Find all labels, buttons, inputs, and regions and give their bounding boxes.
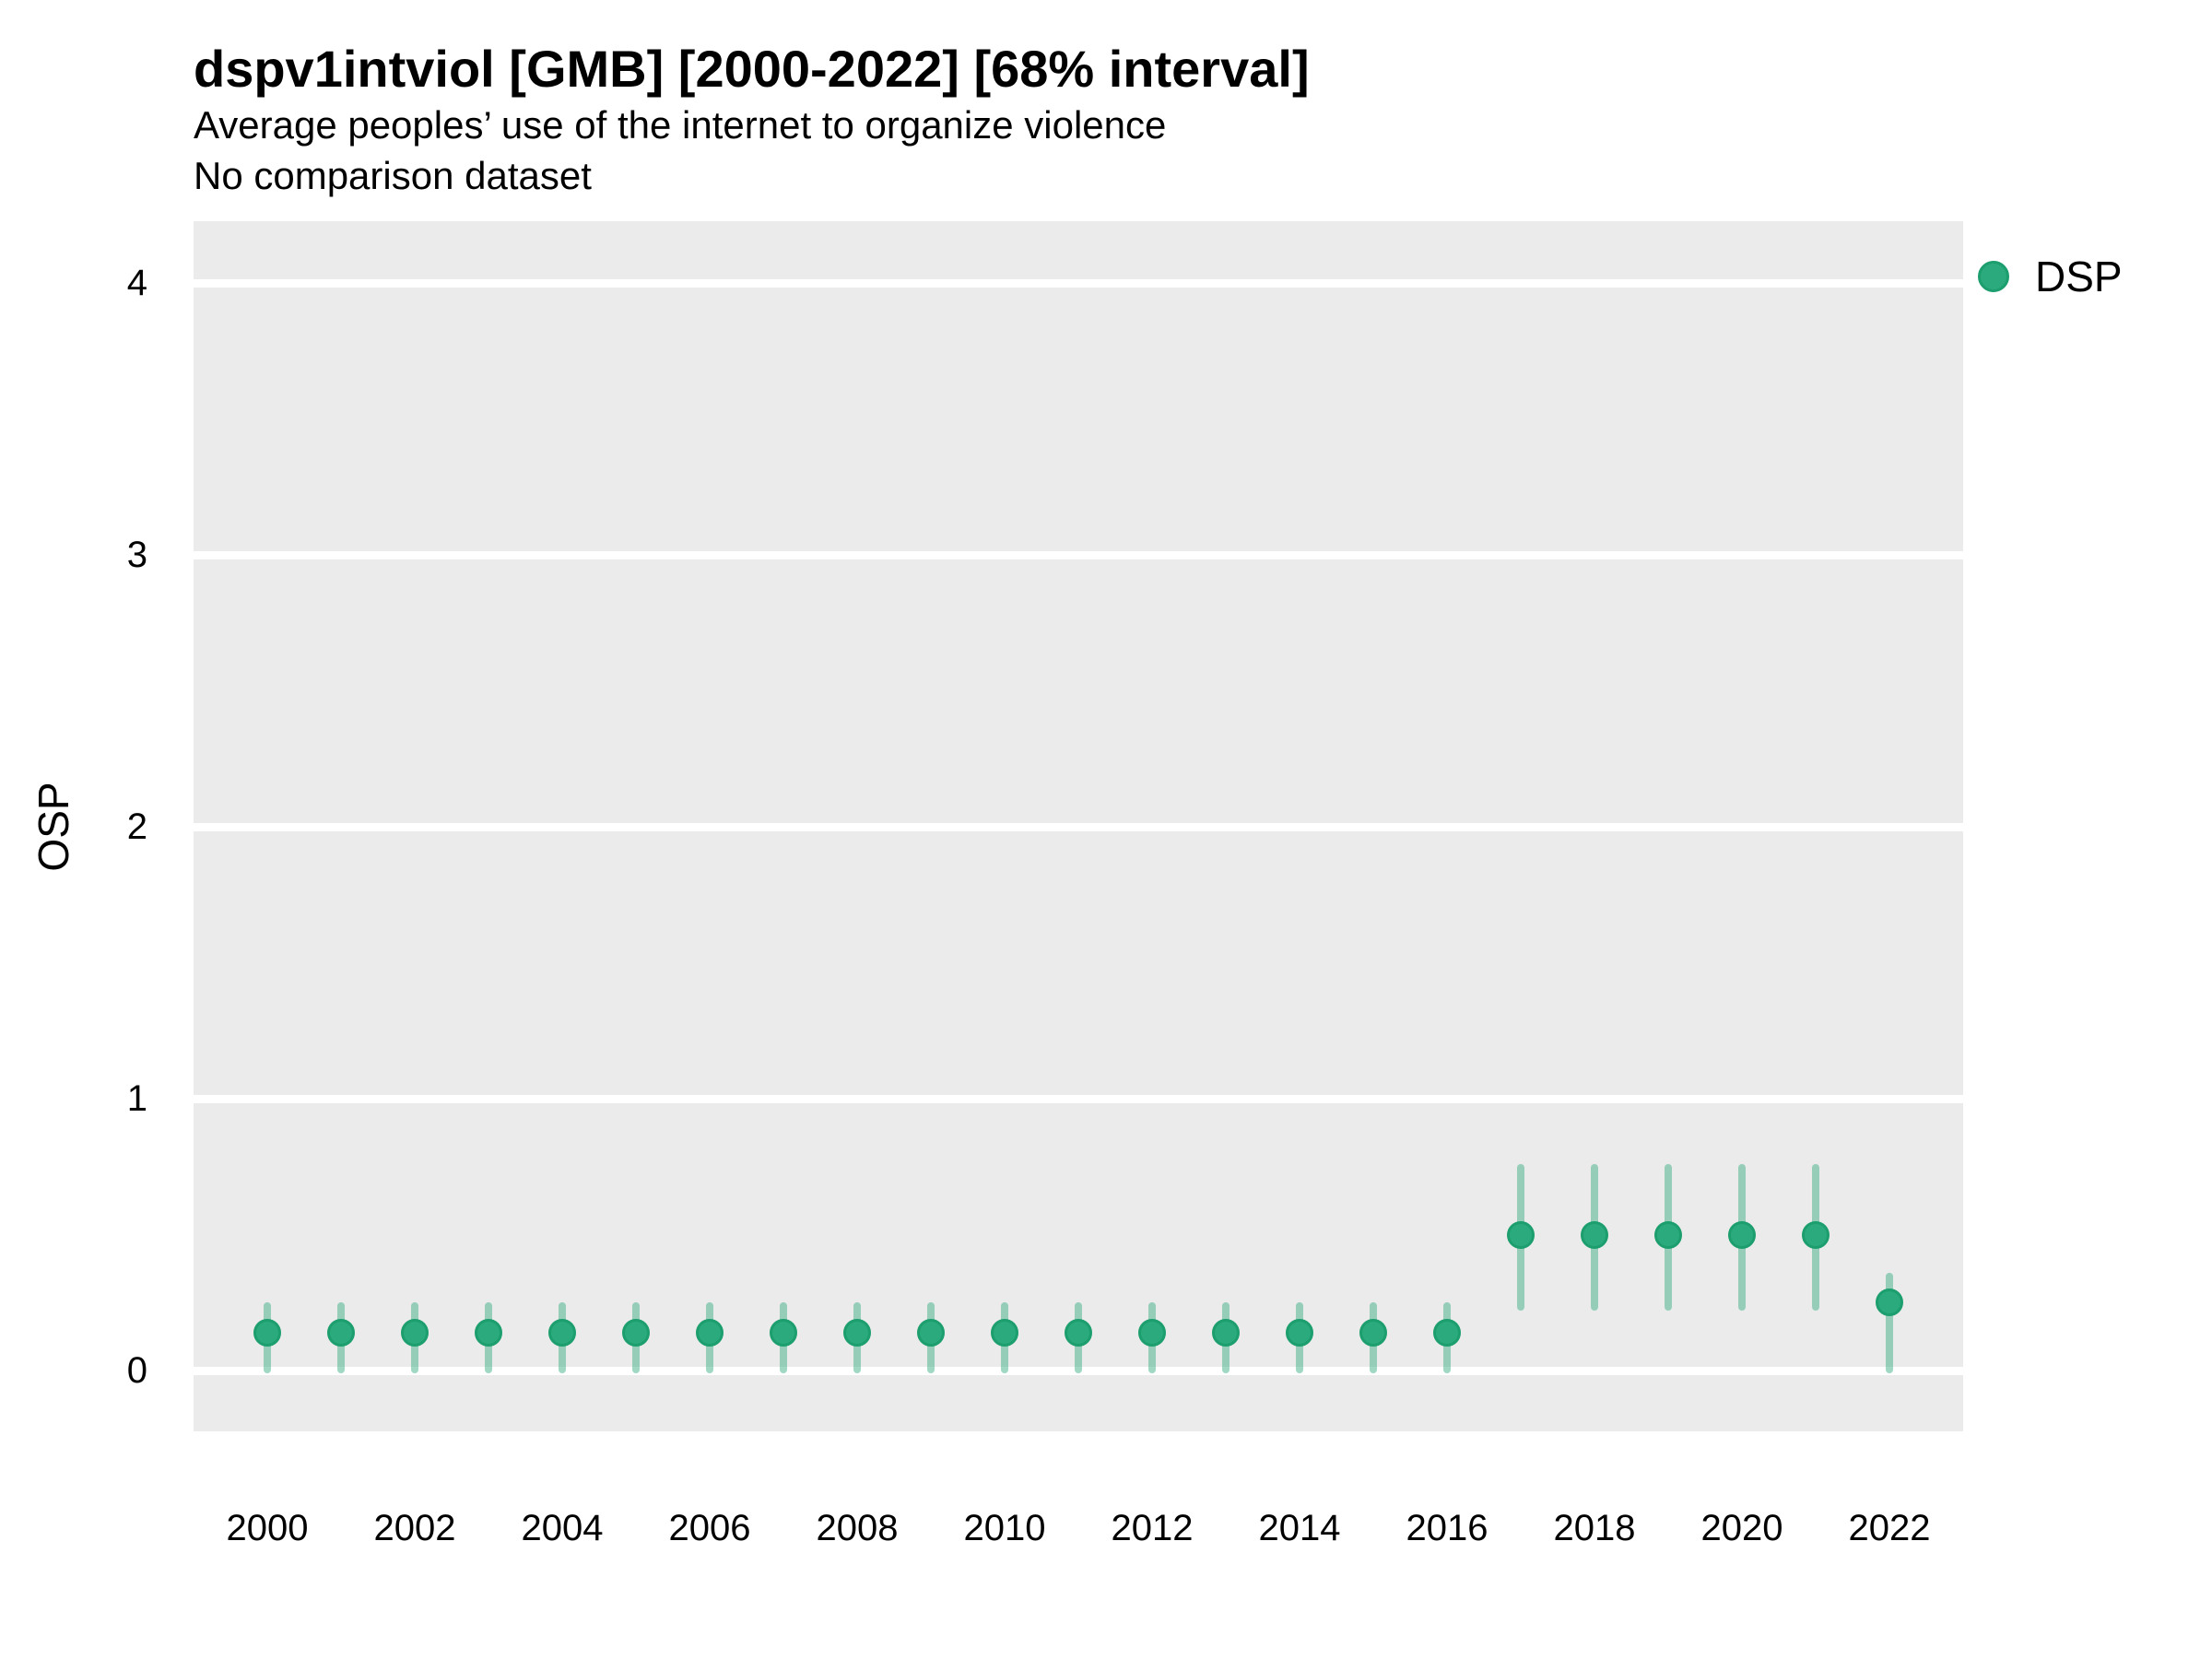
gridline-y-3 (194, 550, 1963, 559)
data-point-2015 (1359, 1318, 1387, 1347)
data-point-2006 (696, 1318, 724, 1347)
gridline-y-1 (194, 1094, 1963, 1103)
x-tick-label-2002: 2002 (373, 1508, 456, 1548)
x-tick-label-2000: 2000 (226, 1508, 309, 1548)
plot-panel (194, 221, 1963, 1431)
data-point-2010 (991, 1318, 1018, 1347)
data-point-2000 (253, 1318, 281, 1347)
data-point-2012 (1138, 1318, 1166, 1347)
data-point-2022 (1876, 1288, 1903, 1317)
data-point-2019 (1654, 1220, 1682, 1249)
data-point-2001 (327, 1318, 355, 1347)
data-point-2002 (401, 1318, 429, 1347)
data-point-2020 (1728, 1220, 1756, 1249)
data-point-2008 (843, 1318, 871, 1347)
data-point-2011 (1065, 1318, 1092, 1347)
interval-bar-2022 (1886, 1272, 1893, 1373)
data-point-2009 (917, 1318, 945, 1347)
x-tick-label-2010: 2010 (963, 1508, 1046, 1548)
legend-point-icon (1978, 261, 2009, 292)
chart-title: dspv1intviol [GMB] [2000-2022] [68% inte… (194, 40, 1310, 98)
legend-label: DSP (2035, 253, 2123, 300)
x-tick-label-2014: 2014 (1258, 1508, 1341, 1548)
x-tick-label-2018: 2018 (1553, 1508, 1636, 1548)
x-tick-label-2006: 2006 (668, 1508, 751, 1548)
data-point-2005 (622, 1318, 650, 1347)
x-tick-label-2020: 2020 (1700, 1508, 1783, 1548)
y-tick-label-1: 1 (126, 1078, 147, 1119)
y-tick-label-3: 3 (126, 535, 147, 575)
data-point-2021 (1802, 1220, 1830, 1249)
gridline-y-0 (194, 1366, 1963, 1375)
legend: DSP (1978, 251, 2123, 302)
data-point-2014 (1286, 1318, 1313, 1347)
x-tick-label-2022: 2022 (1848, 1508, 1931, 1548)
x-tick-label-2016: 2016 (1406, 1508, 1488, 1548)
gridline-y-2 (194, 822, 1963, 831)
data-point-2016 (1433, 1318, 1461, 1347)
gridline-y-4 (194, 278, 1963, 288)
y-tick-label-0: 0 (126, 1350, 147, 1391)
x-tick-label-2008: 2008 (816, 1508, 899, 1548)
chart-note: No comparison dataset (194, 154, 592, 197)
x-tick-label-2004: 2004 (521, 1508, 604, 1548)
data-point-2007 (770, 1318, 797, 1347)
data-point-2017 (1507, 1220, 1535, 1249)
y-tick-label-4: 4 (126, 263, 147, 303)
data-point-2013 (1212, 1318, 1240, 1347)
data-point-2018 (1581, 1220, 1608, 1249)
data-point-2003 (475, 1318, 502, 1347)
x-tick-label-2012: 2012 (1111, 1508, 1194, 1548)
data-point-2004 (548, 1318, 576, 1347)
y-tick-label-2: 2 (126, 806, 147, 847)
chart-subtitle: Average peoples’ use of the internet to … (194, 103, 1167, 147)
